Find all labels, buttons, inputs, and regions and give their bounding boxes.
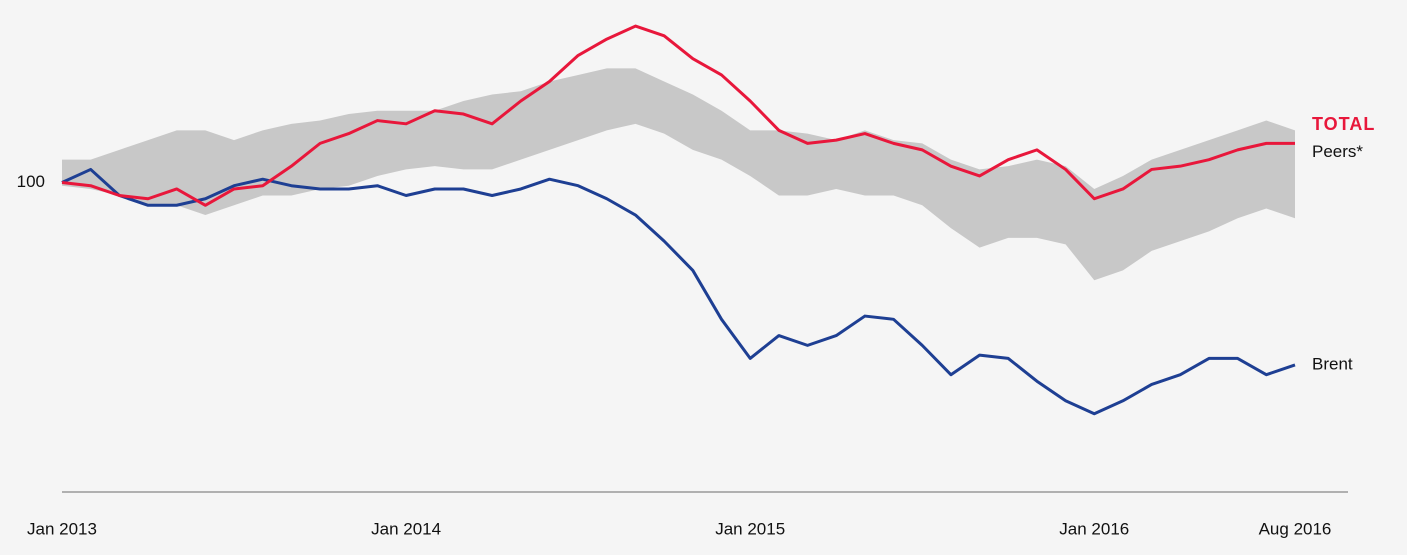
x-tick-label: Jan 2014: [371, 519, 441, 538]
x-tick-label: Jan 2013: [27, 519, 97, 538]
legend-label: Peers*: [1312, 142, 1363, 161]
line-series: [61, 24, 1295, 207]
x-tick-label: Aug 2016: [1259, 519, 1332, 538]
legend-label: TOTAL: [1312, 114, 1375, 134]
legend-label: Brent: [1312, 354, 1353, 373]
x-tick-label: Jan 2016: [1059, 519, 1129, 538]
y-tick-label: 100: [17, 172, 45, 191]
peers-band: [62, 68, 1295, 281]
line-series: [61, 167, 1296, 416]
x-tick-label: Jan 2015: [715, 519, 785, 538]
